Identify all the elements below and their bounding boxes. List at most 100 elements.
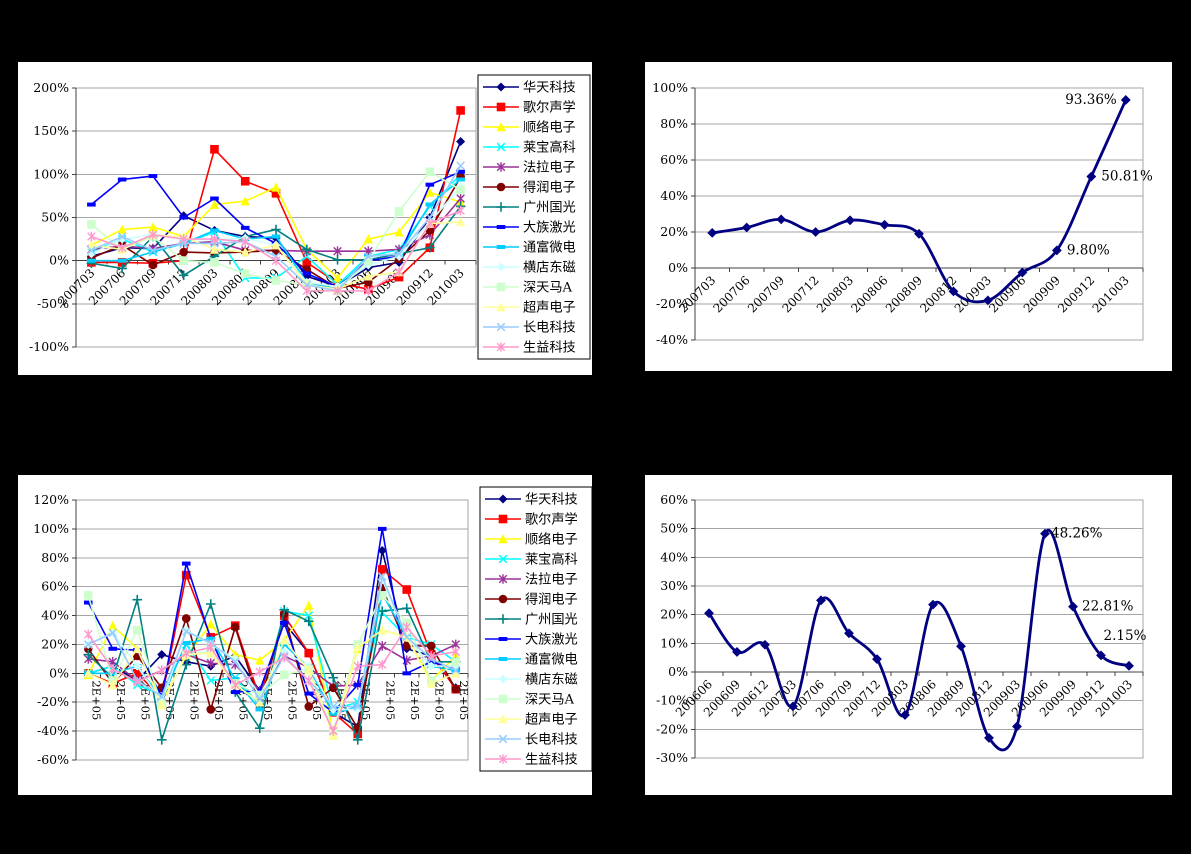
legend-item-超声电子: 超声电子	[483, 300, 576, 316]
marker-star	[108, 664, 118, 674]
legend-label: 长电科技	[523, 320, 576, 336]
marker-plus	[328, 672, 339, 683]
legend-label: 长电科技	[525, 732, 578, 748]
marker-star	[451, 646, 461, 657]
marker-x	[157, 692, 167, 701]
marker-square	[496, 102, 506, 112]
marker-diamond	[1040, 528, 1050, 539]
marker-dash	[271, 234, 281, 239]
data-label: 93.36%	[1065, 92, 1117, 108]
marker-star	[87, 231, 96, 242]
marker-triangle	[271, 240, 281, 250]
legend-label: 法拉电子	[525, 572, 578, 588]
marker-square	[210, 258, 219, 267]
marker-star	[328, 726, 338, 736]
marker-dash	[210, 228, 219, 233]
marker-plus	[303, 616, 314, 627]
series-生益科技	[83, 622, 461, 736]
marker-diamond	[1012, 721, 1022, 732]
legend-item-大族激光: 大族激光	[485, 632, 578, 648]
marker-plus	[271, 224, 281, 235]
marker-triangle	[498, 534, 508, 544]
marker-dash	[117, 258, 127, 263]
marker-square	[402, 585, 412, 594]
chart-text: 2E+05	[114, 680, 128, 720]
marker-plus	[83, 649, 94, 660]
legend-label: 得润电子	[525, 591, 578, 608]
chart-canvas-qoq-average: -30%-20%-10%0%10%20%30%40%50%60%20060620…	[656, 492, 1147, 765]
chart-text: -20%	[656, 721, 688, 736]
legend-item-法拉电子: 法拉电子	[485, 572, 578, 588]
marker-x	[363, 252, 373, 261]
series-average	[707, 95, 1131, 306]
chart-text: 0%	[668, 664, 688, 679]
marker-dash	[255, 707, 265, 712]
chart-text: 20%	[41, 636, 69, 651]
marker-square	[83, 591, 93, 600]
marker-diamond	[776, 214, 787, 225]
marker-diamond	[394, 251, 404, 261]
legend-item-顺络电子: 顺络电子	[483, 120, 576, 136]
chart-text: 2E+05	[285, 680, 299, 720]
chart-text: 150%	[33, 123, 69, 138]
legend-label: 大族激光	[523, 220, 576, 236]
legend-label: 生益科技	[525, 752, 578, 768]
marker-triangle	[86, 240, 96, 250]
marker-star	[117, 242, 127, 253]
marker-x	[181, 627, 191, 636]
chart-text: 120%	[33, 492, 69, 507]
marker-square	[456, 106, 465, 115]
marker-circle	[181, 614, 191, 623]
marker-square	[240, 176, 250, 186]
marker-x	[206, 676, 216, 685]
marker-dash	[87, 202, 96, 207]
marker-star	[426, 651, 436, 661]
marker-plus	[301, 244, 312, 255]
marker-dash	[117, 177, 127, 182]
marker-square	[132, 625, 142, 635]
marker-diamond	[157, 650, 167, 660]
marker-square	[498, 514, 508, 524]
chart-quarterly-qoq-by-company: -60% -40% -20% 0% 20% 40% 60% 80% 100% 120% 2E+05 2…	[18, 475, 592, 795]
legend-label: 莱宝高科	[525, 551, 578, 568]
marker-diamond	[1120, 95, 1131, 105]
marker-diamond	[984, 733, 994, 743]
marker-diamond	[872, 654, 882, 665]
marker-x	[148, 245, 158, 255]
marker-dash	[456, 177, 465, 182]
marker-plus	[178, 270, 189, 281]
marker-triangle	[304, 665, 314, 675]
marker-x	[498, 734, 508, 744]
legend-item-通富微电: 通富微电	[483, 239, 576, 256]
legend-label: 得润电子	[523, 179, 576, 196]
marker-triangle	[108, 679, 118, 690]
chart-text: -40%	[37, 723, 69, 738]
chart-text: 40%	[41, 608, 69, 623]
legend-item-生益科技: 生益科技	[483, 340, 576, 356]
chart-canvas-yoy-average: -40%-20%0%20%40%60%80%100%20070320070620…	[652, 80, 1153, 347]
marker-diamond	[816, 595, 826, 606]
data-label: 9.80%	[1067, 242, 1110, 258]
chart-text: 20%	[660, 607, 688, 622]
chart-text: 0%	[668, 260, 688, 275]
marker-plus	[352, 734, 363, 745]
marker-square	[496, 282, 506, 292]
marker-x	[328, 702, 338, 711]
data-label: 22.81%	[1082, 599, 1134, 615]
marker-square	[87, 220, 96, 229]
marker-triangle	[456, 216, 466, 227]
marker-triangle	[117, 224, 127, 234]
chart-text: -20%	[656, 296, 688, 311]
marker-diamond	[760, 639, 770, 650]
marker-plus	[156, 734, 167, 745]
marker-x	[496, 322, 506, 332]
marker-square	[271, 276, 281, 285]
marker-plus	[279, 604, 290, 615]
chart-text: -20%	[37, 694, 69, 709]
legend-item-华天科技: 华天科技	[485, 492, 578, 508]
legend-label: 广州国光	[523, 200, 576, 216]
marker-star	[302, 286, 312, 296]
legend-label: 莱宝高科	[523, 139, 576, 156]
legend-item-深天马A: 深天马A	[485, 692, 575, 708]
marker-star	[377, 641, 387, 651]
